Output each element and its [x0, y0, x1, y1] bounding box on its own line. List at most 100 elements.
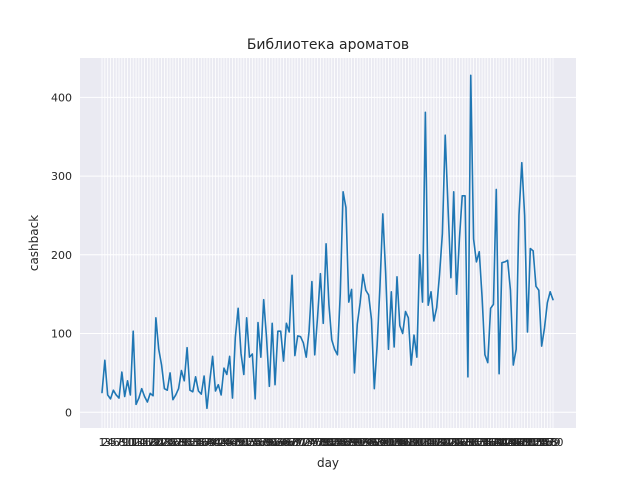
x-tick-label: 108 [395, 436, 416, 449]
x-tick-label: 53 [242, 436, 256, 449]
x-tick-label: 137 [477, 436, 498, 449]
x-tick-label: 55 [248, 436, 262, 449]
x-tick-label: 81 [322, 436, 336, 449]
series-line [101, 74, 554, 410]
x-tick-label: 36 [194, 436, 208, 449]
x-tick-label: 56 [251, 436, 265, 449]
x-tick-label: 5 [110, 436, 117, 449]
x-tick-label: 74 [302, 436, 316, 449]
x-tick-label: 130 [457, 436, 478, 449]
x-tick-label: 23 [157, 436, 171, 449]
y-tick-labels: 0 100 200 300 400 [51, 91, 72, 419]
x-tick-label: 95 [362, 436, 376, 449]
x-tick-label: 157 [534, 436, 555, 449]
x-tick-label: 129 [455, 436, 476, 449]
x-tick-label: 85 [333, 436, 347, 449]
x-tick-label: 89 [345, 436, 359, 449]
x-tick-label: 63 [271, 436, 285, 449]
x-tick-label: 139 [483, 436, 504, 449]
x-tick-label: 110 [401, 436, 422, 449]
x-tick-label: 16 [138, 436, 152, 449]
x-tick-label: 76 [308, 436, 322, 449]
y-tick-label: 200 [51, 249, 72, 262]
x-tick-label: 109 [398, 436, 419, 449]
x-tick-label: 21 [152, 436, 166, 449]
x-tick-label: 29 [174, 436, 188, 449]
x-tick-labels: 1234567891011121314151617181920212223242… [99, 436, 564, 449]
x-tick-label: 145 [500, 436, 521, 449]
x-tick-label: 8 [118, 436, 125, 449]
x-tick-label: 62 [268, 436, 282, 449]
x-tick-label: 28 [172, 436, 186, 449]
x-tick-label: 128 [452, 436, 473, 449]
x-tick-label: 156 [531, 436, 552, 449]
x-tick-label: 113 [409, 436, 430, 449]
x-tick-label: 6 [113, 436, 120, 449]
x-tick-label: 106 [389, 436, 410, 449]
x-tick-label: 64 [274, 436, 288, 449]
x-tick-label: 94 [359, 436, 373, 449]
x-tick-label: 35 [191, 436, 205, 449]
x-tick-label: 71 [294, 436, 308, 449]
x-tick-label: 57 [254, 436, 268, 449]
x-tick-label: 78 [313, 436, 327, 449]
x-tick-label: 22 [155, 436, 169, 449]
x-tick-label: 93 [356, 436, 370, 449]
x-tick-label: 42 [211, 436, 225, 449]
x-tick-label: 82 [325, 436, 339, 449]
x-tick-label: 115 [415, 436, 436, 449]
x-tick-label: 151 [517, 436, 538, 449]
x-tick-label: 146 [503, 436, 524, 449]
x-tick-label: 126 [446, 436, 467, 449]
x-tick-label: 99 [373, 436, 387, 449]
x-tick-label: 15 [135, 436, 149, 449]
x-tick-label: 160 [543, 436, 564, 449]
x-tick-label: 125 [443, 436, 464, 449]
x-tick-label: 107 [392, 436, 413, 449]
x-tick-label: 100 [372, 436, 393, 449]
x-tick-label: 18 [143, 436, 157, 449]
x-tick-label: 144 [497, 436, 518, 449]
y-tick-label: 100 [51, 328, 72, 341]
x-tick-label: 132 [463, 436, 484, 449]
x-tick-label: 77 [311, 436, 325, 449]
x-tick-label: 138 [480, 436, 501, 449]
x-tick-label: 12 [126, 436, 140, 449]
x-tick-label: 20 [149, 436, 163, 449]
x-tick-label: 72 [296, 436, 310, 449]
x-tick-label: 158 [537, 436, 558, 449]
chart-title: Библиотека ароматов [247, 37, 409, 53]
y-tick-label: 300 [51, 170, 72, 183]
x-tick-label: 66 [279, 436, 293, 449]
x-tick-label: 91 [350, 436, 364, 449]
x-tick-label: 111 [404, 436, 425, 449]
x-tick-label: 44 [217, 436, 231, 449]
x-tick-label: 11 [123, 436, 137, 449]
x-tick-label: 127 [449, 436, 470, 449]
x-tick-label: 45 [220, 436, 234, 449]
x-tick-label: 88 [342, 436, 356, 449]
x-tick-label: 152 [520, 436, 541, 449]
x-tick-label: 65 [277, 436, 291, 449]
x-tick-label: 104 [384, 436, 405, 449]
x-tick-label: 117 [421, 436, 442, 449]
x-tick-label: 114 [412, 436, 433, 449]
x-tick-label: 147 [506, 436, 527, 449]
x-tick-label: 69 [288, 436, 302, 449]
x-tick-label: 37 [197, 436, 211, 449]
x-tick-label: 34 [189, 436, 203, 449]
x-tick-label: 101 [375, 436, 396, 449]
x-tick-label: 68 [285, 436, 299, 449]
x-tick-label: 9 [121, 436, 128, 449]
x-tick-label: 30 [177, 436, 191, 449]
x-tick-label: 102 [378, 436, 399, 449]
x-tick-label: 1 [99, 436, 106, 449]
x-tick-label: 123 [438, 436, 459, 449]
x-tick-label: 17 [140, 436, 154, 449]
x-tick-label: 51 [237, 436, 251, 449]
x-tick-label: 27 [169, 436, 183, 449]
x-tick-label: 2 [101, 436, 108, 449]
x-tick-label: 133 [466, 436, 487, 449]
y-tick-label: 0 [65, 406, 72, 419]
x-tick-label: 38 [200, 436, 214, 449]
